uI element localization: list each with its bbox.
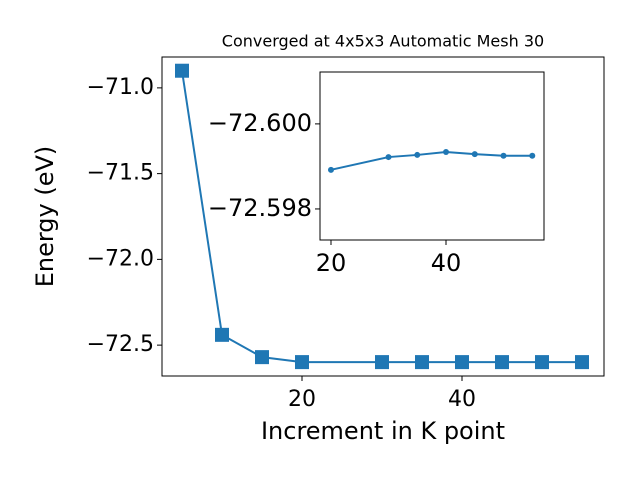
data-marker bbox=[443, 148, 450, 155]
x-axis-label: Increment in K point bbox=[261, 417, 505, 445]
x-tick-label: 20 bbox=[316, 249, 347, 277]
data-marker bbox=[175, 63, 189, 78]
chart-title: Converged at 4x5x3 Automatic Mesh 30 bbox=[222, 32, 544, 51]
y-tick-label: −71.0 bbox=[87, 75, 154, 100]
data-marker bbox=[414, 151, 421, 158]
data-line bbox=[181, 70, 582, 364]
data-marker bbox=[385, 154, 392, 161]
data-marker bbox=[535, 355, 549, 370]
data-marker bbox=[327, 166, 334, 173]
data-marker bbox=[255, 350, 269, 365]
data-marker bbox=[455, 355, 469, 370]
x-tick-label: 40 bbox=[431, 249, 462, 277]
y-tick-label: −71.5 bbox=[87, 161, 154, 186]
y-tick-label: −72.5 bbox=[87, 332, 154, 357]
data-marker bbox=[500, 152, 507, 159]
x-tick-label: 40 bbox=[448, 387, 476, 412]
y-tick-label: −72.0 bbox=[87, 246, 154, 271]
data-marker bbox=[471, 151, 478, 158]
data-marker bbox=[495, 355, 509, 370]
data-marker bbox=[529, 152, 536, 159]
data-marker bbox=[575, 355, 589, 370]
y-tick-label: −72.598 bbox=[208, 194, 312, 222]
data-marker bbox=[295, 355, 309, 370]
y-axis-label: Energy (eV) bbox=[31, 146, 59, 288]
x-tick-label: 20 bbox=[288, 387, 316, 412]
y-tick-label: −72.600 bbox=[208, 109, 312, 137]
data-marker bbox=[215, 327, 229, 342]
data-marker bbox=[415, 355, 429, 370]
data-marker bbox=[375, 355, 389, 370]
